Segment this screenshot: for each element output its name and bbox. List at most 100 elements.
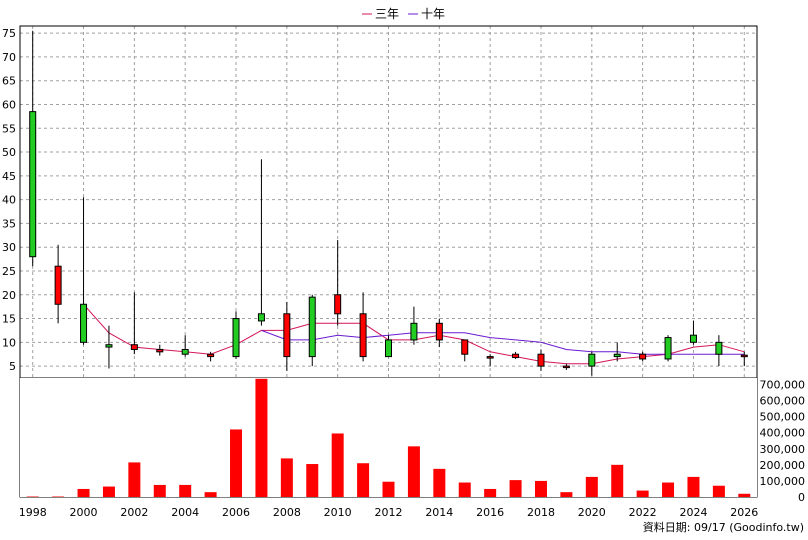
candle-body bbox=[689, 334, 697, 343]
volume-tick-label: 0 bbox=[798, 491, 805, 504]
volume-bar bbox=[382, 481, 395, 497]
price-tick-label: 25 bbox=[2, 265, 16, 278]
volume-bar bbox=[585, 476, 598, 497]
candle bbox=[512, 351, 520, 359]
candle bbox=[308, 294, 316, 367]
volume-panel: 0 100,000 200,000 300,000 400,000 500,000 600,… bbox=[20, 378, 805, 504]
x-tick-label: 2018 bbox=[527, 506, 555, 519]
candle-body bbox=[308, 296, 316, 358]
x-tick-label: 2014 bbox=[425, 506, 453, 519]
price-tick-label: 5 bbox=[9, 360, 16, 373]
candle-body bbox=[410, 322, 418, 341]
candle-body bbox=[232, 318, 240, 358]
candle bbox=[283, 301, 291, 371]
candle bbox=[80, 197, 88, 345]
volume-bar bbox=[357, 463, 370, 497]
candle bbox=[486, 354, 494, 367]
candle bbox=[54, 244, 62, 324]
volume-bar bbox=[204, 492, 217, 497]
legend-label-10yr: 十年 bbox=[421, 7, 445, 21]
candle-body bbox=[334, 294, 342, 315]
volume-bar bbox=[331, 433, 344, 497]
candle-body bbox=[613, 353, 621, 358]
x-tick-label: 2008 bbox=[273, 506, 301, 519]
candle bbox=[664, 335, 672, 362]
candle bbox=[689, 320, 697, 345]
candle bbox=[461, 339, 469, 362]
candle bbox=[740, 351, 748, 367]
candle bbox=[232, 311, 240, 359]
price-tick-label: 70 bbox=[2, 51, 16, 64]
x-tick-label: 2022 bbox=[629, 506, 657, 519]
candle-body bbox=[156, 348, 164, 353]
candle-body bbox=[80, 303, 88, 343]
volume-bar bbox=[102, 486, 115, 497]
volume-bar bbox=[687, 476, 700, 497]
volume-tick-label: 400,000 bbox=[760, 427, 806, 440]
volume-tick-label: 500,000 bbox=[760, 411, 806, 424]
candle-body bbox=[359, 313, 367, 358]
volume-bar bbox=[534, 480, 547, 497]
volume-tick-label: 200,000 bbox=[760, 459, 806, 472]
legend: 三年 十年 bbox=[362, 7, 445, 21]
candle bbox=[385, 335, 392, 358]
x-axis: 1998 2000 2002 2004 2006 2008 2010 2012 2014 2016… bbox=[19, 506, 759, 519]
candle-body bbox=[105, 344, 113, 348]
volume-bar bbox=[407, 446, 420, 497]
candle-body bbox=[385, 339, 392, 358]
volume-bar bbox=[280, 458, 293, 497]
candle bbox=[181, 335, 189, 357]
volume-bar bbox=[611, 464, 624, 497]
volume-bar bbox=[458, 482, 471, 497]
volume-plot-area bbox=[20, 378, 757, 497]
volume-bar bbox=[662, 482, 675, 497]
price-tick-label: 35 bbox=[2, 217, 16, 230]
candle bbox=[588, 351, 596, 376]
volume-bar bbox=[738, 493, 751, 497]
candle-body bbox=[435, 322, 443, 341]
candle bbox=[435, 318, 443, 348]
price-tick-label: 45 bbox=[2, 170, 16, 183]
candle-body bbox=[715, 341, 723, 355]
volume-bar bbox=[179, 484, 192, 497]
x-tick-label: 2020 bbox=[578, 506, 606, 519]
volume-bar bbox=[52, 496, 65, 498]
candle-body bbox=[181, 348, 189, 355]
legend-label-3yr: 三年 bbox=[375, 7, 399, 21]
candle bbox=[410, 306, 418, 345]
candle-body bbox=[537, 353, 545, 367]
candle bbox=[334, 240, 342, 326]
candle-body bbox=[512, 353, 520, 359]
candle-body bbox=[562, 365, 570, 369]
candle-body bbox=[664, 337, 672, 360]
volume-bar bbox=[712, 485, 725, 497]
candle-body bbox=[54, 265, 62, 305]
volume-tick-label: 100,000 bbox=[760, 475, 806, 488]
candle-body bbox=[740, 354, 748, 358]
volume-tick-label: 300,000 bbox=[760, 443, 806, 456]
volume-tick-label: 700,000 bbox=[760, 378, 806, 391]
x-tick-label: 2024 bbox=[679, 506, 707, 519]
volume-bar bbox=[560, 492, 573, 497]
candle bbox=[639, 351, 647, 362]
candle-body bbox=[588, 353, 596, 367]
x-tick-label: 2004 bbox=[171, 506, 199, 519]
candle bbox=[715, 335, 723, 367]
candle bbox=[105, 325, 113, 369]
price-tick-label: 50 bbox=[2, 146, 16, 159]
volume-bar bbox=[306, 464, 319, 497]
candle bbox=[257, 159, 265, 326]
candle bbox=[207, 351, 215, 362]
ma-line bbox=[261, 329, 745, 355]
price-tick-label: 75 bbox=[2, 27, 16, 40]
candle bbox=[359, 292, 367, 362]
candle bbox=[29, 30, 37, 267]
x-tick-label: 1998 bbox=[19, 506, 47, 519]
volume-bar bbox=[255, 378, 268, 497]
x-tick-label: 2016 bbox=[476, 506, 504, 519]
volume-bar bbox=[26, 496, 39, 498]
candle-body bbox=[29, 111, 37, 258]
candle-body bbox=[461, 339, 469, 355]
price-tick-label: 10 bbox=[2, 336, 16, 349]
volume-bar bbox=[153, 484, 166, 497]
